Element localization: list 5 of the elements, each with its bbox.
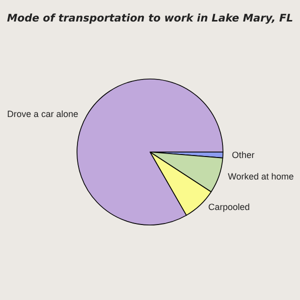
slice-label: Drove a car alone [7, 108, 78, 119]
slice-label: Worked at home [228, 172, 294, 182]
chart-title: Mode of transportation to work in Lake Mary, FL [6, 12, 294, 24]
slice-label: Carpooled [208, 202, 250, 212]
slice-label: Other [232, 150, 254, 160]
